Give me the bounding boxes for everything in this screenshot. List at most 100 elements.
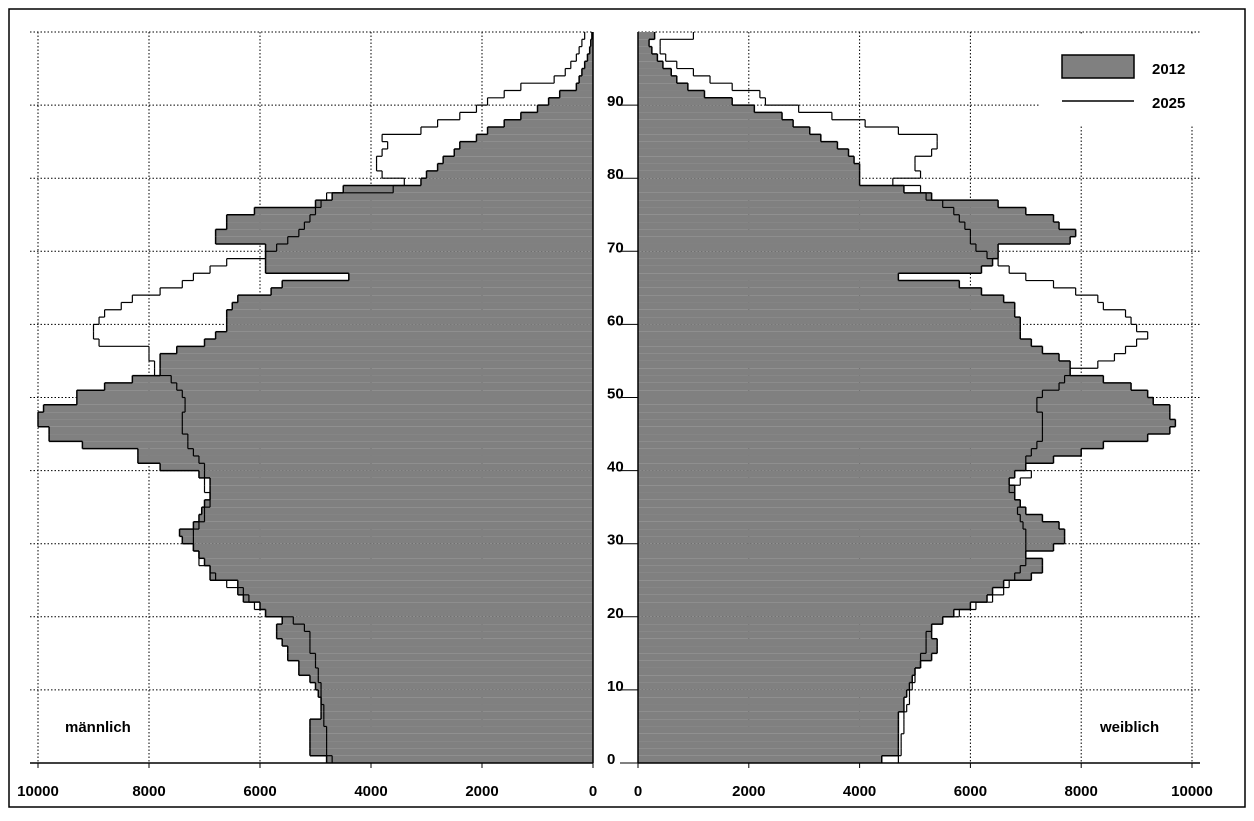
x-tick-label: 10000 — [1171, 783, 1213, 800]
x-tick-label: 10000 — [17, 783, 59, 800]
bar — [638, 675, 913, 683]
bar — [638, 185, 904, 193]
bar — [309, 741, 593, 749]
bar — [210, 565, 594, 573]
x-tick-label: 4000 — [843, 783, 876, 800]
bar — [215, 236, 593, 244]
bar — [137, 448, 593, 456]
bar — [638, 214, 1054, 223]
bar — [638, 112, 783, 120]
bar — [638, 477, 1010, 486]
bar — [579, 75, 593, 84]
bar — [587, 53, 593, 62]
bar — [638, 229, 1076, 237]
legend-label: 2012 — [1152, 61, 1185, 78]
y-tick-label: 40 — [607, 459, 624, 476]
bar — [638, 178, 860, 186]
bar — [638, 565, 1043, 573]
y-tick-label: 80 — [607, 166, 624, 183]
bar — [638, 682, 910, 690]
bar — [520, 112, 593, 120]
x-tick-label: 2000 — [732, 783, 765, 800]
bar — [638, 83, 688, 91]
bar — [638, 587, 993, 595]
bar — [420, 178, 593, 186]
bar — [343, 185, 593, 193]
bar — [638, 689, 907, 698]
bar — [487, 127, 593, 135]
plot-area: 10000 8000 6000 4000 2000 0 männlich 0 2000 4000 6… — [17, 31, 1213, 800]
bar — [638, 748, 899, 756]
bar — [638, 572, 1032, 581]
bar — [76, 390, 594, 398]
bar — [638, 32, 655, 40]
bar — [638, 521, 1060, 530]
bar — [226, 222, 593, 230]
bar — [49, 434, 594, 442]
legend-swatch — [1061, 54, 1135, 79]
bar — [182, 536, 594, 544]
bar — [198, 514, 593, 522]
bar — [237, 295, 594, 303]
bar — [584, 61, 593, 69]
bar — [315, 682, 593, 690]
bar — [204, 558, 593, 566]
bar — [638, 236, 1071, 244]
bar — [321, 697, 593, 705]
bar — [43, 404, 594, 413]
bar — [638, 463, 1026, 471]
bar — [437, 163, 593, 171]
bar — [638, 646, 938, 654]
bar — [638, 397, 1154, 405]
bar — [638, 295, 1004, 303]
bar — [638, 105, 755, 113]
bar — [638, 324, 1021, 332]
bar — [210, 477, 594, 486]
bar — [638, 119, 794, 128]
bar — [638, 543, 1054, 552]
bar — [638, 529, 1065, 537]
bar — [638, 243, 999, 252]
bar — [309, 733, 593, 742]
bar — [638, 192, 932, 201]
bar — [638, 200, 999, 208]
bar — [559, 90, 593, 98]
bar — [226, 214, 593, 223]
bar — [176, 346, 593, 354]
bar — [638, 339, 1032, 347]
bar — [638, 90, 705, 98]
bar — [638, 265, 982, 274]
bar — [581, 68, 593, 76]
bar — [638, 251, 999, 259]
bar — [548, 97, 593, 106]
bar — [638, 317, 1021, 325]
bar — [287, 653, 593, 661]
bar — [459, 141, 593, 149]
bar — [638, 609, 954, 617]
bar — [282, 638, 593, 647]
bar — [638, 127, 810, 135]
bar — [638, 360, 1071, 369]
bar — [638, 441, 1104, 449]
bar — [537, 105, 593, 113]
bar — [265, 265, 593, 274]
bar — [104, 382, 593, 391]
bar — [638, 53, 658, 62]
bar — [638, 711, 899, 720]
bar — [315, 200, 593, 208]
bar — [198, 470, 593, 478]
bar — [638, 331, 1021, 340]
bar — [254, 207, 593, 215]
x-tick-label: 4000 — [354, 783, 387, 800]
bar — [38, 419, 593, 427]
bar — [443, 156, 593, 164]
bar — [638, 638, 938, 647]
bar — [265, 258, 593, 266]
bar — [638, 170, 860, 179]
y-tick-label: 10 — [607, 678, 624, 695]
bar — [638, 470, 1015, 478]
bar — [638, 97, 733, 106]
bar — [638, 448, 1082, 456]
bar — [276, 631, 593, 639]
bar — [638, 141, 838, 149]
